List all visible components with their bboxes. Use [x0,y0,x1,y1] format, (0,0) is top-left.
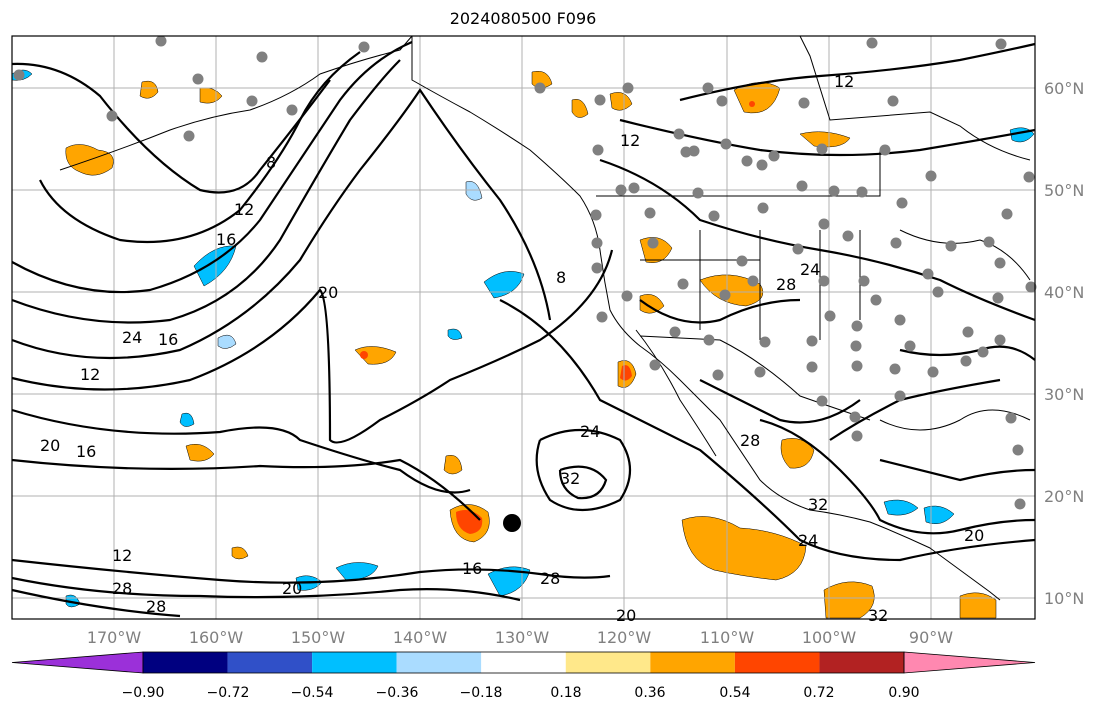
contour-label: 20 [282,579,302,598]
contour-label: 20 [318,283,338,302]
lon-label-100w: 100°W [802,628,857,647]
colorbar-segment [650,652,735,673]
lon-label-160w: 160°W [189,628,244,647]
colorbar-tick-label: 0.72 [803,685,834,701]
colorbar-tick-label: 0.36 [634,685,665,701]
colorbar-segment [565,652,651,673]
contour-label: 16 [76,442,96,461]
contour-label: 28 [146,597,166,616]
contour-label: 12 [234,200,254,219]
contour-label: 24 [122,328,142,347]
contour-label: 12 [620,131,640,150]
contour-label: 20 [40,436,60,455]
colorbar-tick-label: 0.54 [719,685,750,701]
lat-label-20n: 20°N [1044,487,1084,506]
storm-center-marker [503,514,521,532]
contour-label: 8 [266,153,276,172]
contour-label: 8 [556,268,566,287]
colorbar-extend-high [903,651,1036,674]
colorbar-tick-label: −0.54 [291,685,334,701]
colorbar-labels: −0.90 −0.72 −0.54 −0.36 −0.18 0.18 0.36 … [122,685,920,701]
colorbar-segment [481,652,566,673]
lon-label-120w: 120°W [597,628,652,647]
contour-label: 24 [798,531,818,550]
map-border [11,35,1036,620]
orange-anomaly-patches [65,71,997,619]
contour-label: 32 [560,469,580,488]
contour-label: 28 [740,431,760,450]
contour-label: 16 [158,330,178,349]
contour-label: 24 [580,422,600,441]
colorbar-segment [396,652,482,673]
contour-label: 20 [964,526,984,545]
contour-label: 28 [540,569,560,588]
colorbar-tick-label: −0.90 [122,685,165,701]
lat-label-60n: 60°N [1044,79,1084,98]
map-panel: 12 8 12 16 20 24 16 12 20 16 24 32 16 12… [11,35,1037,625]
lon-label-90w: 90°W [909,628,953,647]
contour-label: 12 [80,365,100,384]
map-title: 2024080500 F096 [449,9,597,28]
contour-label: 32 [808,495,828,514]
colorbar-segment [143,652,228,673]
colorbar-segment [227,652,313,673]
lon-label-130w: 130°W [495,628,550,647]
contour-label: 16 [216,230,236,249]
contour-label: 28 [776,275,796,294]
colorbar-segment [734,652,820,673]
lat-label-30n: 30°N [1044,385,1084,404]
colorbar-segment [312,652,397,673]
latitude-axis: 60°N 50°N 40°N 30°N 20°N 10°N [1044,79,1084,608]
contour-label: 12 [112,546,132,565]
blue-anomaly-patches [11,69,1035,608]
colorbar [11,651,1036,674]
colorbar-tick-label: −0.72 [207,685,250,701]
contour-label: 16 [462,559,482,578]
contour-label: 12 [834,72,854,91]
longitude-axis: 170°W 160°W 150°W 140°W 130°W 120°W 110°… [87,628,953,647]
lat-label-50n: 50°N [1044,181,1084,200]
lat-label-40n: 40°N [1044,283,1084,302]
coastlines [59,35,1031,601]
contour-label: 24 [800,260,820,279]
colorbar-tick-label: −0.36 [376,685,419,701]
station-markers [13,35,1037,510]
contour-label: 32 [868,606,888,625]
lon-label-110w: 110°W [700,628,755,647]
colorbar-extend-low [11,651,144,674]
contour-label: 28 [112,579,132,598]
colorbar-tick-label: −0.18 [460,685,503,701]
contour-label-group: 12 8 12 16 20 24 16 12 20 16 24 32 16 12… [40,72,984,625]
lat-label-10n: 10°N [1044,589,1084,608]
colorbar-tick-label: 0.18 [550,685,581,701]
lon-label-170w: 170°W [87,628,142,647]
colorbar-segment [819,652,904,673]
lon-label-150w: 150°W [291,628,346,647]
colorbar-tick-label: 0.90 [888,685,919,701]
lon-label-140w: 140°W [393,628,448,647]
colorbar-outline [142,651,905,674]
contour-label: 20 [616,606,636,625]
